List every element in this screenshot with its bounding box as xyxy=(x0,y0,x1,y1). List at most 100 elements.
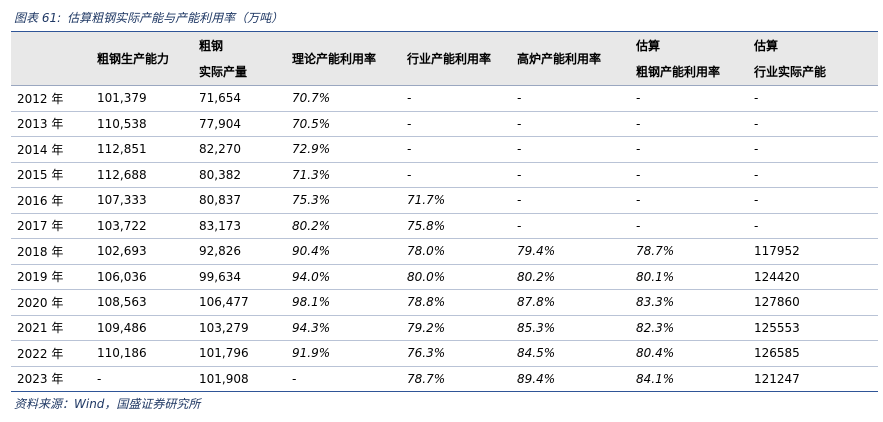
cell-blast-furnace-util: - xyxy=(511,85,630,112)
table-row: 2013 年 110,538 77,904 70.5% - - - - xyxy=(11,111,878,137)
figure-title: 估算粗钢实际产能与产能利用率（万吨） xyxy=(67,11,284,25)
cell-capacity: 101,379 xyxy=(91,85,193,112)
cell-theoretical-util: 70.5% xyxy=(286,111,401,137)
cell-est-actual-capacity: 126585 xyxy=(748,340,878,367)
cell-output: 77,904 xyxy=(193,111,286,137)
table-row: 2019 年 106,036 99,634 94.0% 80.0% 80.2% 80.1% 1… xyxy=(11,264,878,290)
cell-industry-util: - xyxy=(401,136,511,163)
cell-blast-furnace-util: 79.4% xyxy=(511,238,630,265)
cell-year: 2023 年 xyxy=(11,366,91,392)
cell-capacity: 109,486 xyxy=(91,315,193,341)
header-industry-util: 行业产能利用率 xyxy=(401,31,511,86)
table-row: 2022 年 110,186 101,796 91.9% 76.3% 84.5% 80.4%… xyxy=(11,340,878,367)
table-row: 2020 年 108,563 106,477 98.1% 78.8% 87.8% 83.3%… xyxy=(11,289,878,316)
cell-industry-util: 79.2% xyxy=(401,315,511,341)
cell-theoretical-util: - xyxy=(286,366,401,392)
cell-theoretical-util: 80.2% xyxy=(286,213,401,239)
capacity-table: 粗钢生产能力 粗钢 实际产量 理论产能利用率 行业产能利用率 高炉产能利用率 估算… xyxy=(11,31,878,392)
cell-output: 99,634 xyxy=(193,264,286,290)
cell-capacity: 108,563 xyxy=(91,289,193,316)
cell-theoretical-util: 94.0% xyxy=(286,264,401,290)
cell-year: 2014 年 xyxy=(11,136,91,163)
header-blast-furnace-util: 高炉产能利用率 xyxy=(511,31,630,86)
cell-est-actual-capacity: - xyxy=(748,213,878,239)
cell-output: 82,270 xyxy=(193,136,286,163)
cell-blast-furnace-util: 87.8% xyxy=(511,289,630,316)
cell-capacity: 103,722 xyxy=(91,213,193,239)
cell-blast-furnace-util: - xyxy=(511,162,630,188)
cell-blast-furnace-util: - xyxy=(511,213,630,239)
cell-year: 2017 年 xyxy=(11,213,91,239)
cell-est-steel-util: - xyxy=(630,136,748,163)
cell-capacity: - xyxy=(91,366,193,392)
cell-theoretical-util: 72.9% xyxy=(286,136,401,163)
cell-theoretical-util: 75.3% xyxy=(286,187,401,214)
cell-industry-util: - xyxy=(401,111,511,137)
cell-year: 2013 年 xyxy=(11,111,91,137)
header-output: 粗钢 实际产量 xyxy=(193,31,286,86)
cell-output: 80,382 xyxy=(193,162,286,188)
cell-est-actual-capacity: - xyxy=(748,85,878,112)
table-row: 2017 年 103,722 83,173 80.2% 75.8% - - - xyxy=(11,213,878,239)
cell-est-actual-capacity: - xyxy=(748,136,878,163)
table-header-row: 粗钢生产能力 粗钢 实际产量 理论产能利用率 行业产能利用率 高炉产能利用率 估算… xyxy=(11,31,878,86)
cell-est-actual-capacity: 121247 xyxy=(748,366,878,392)
cell-industry-util: - xyxy=(401,162,511,188)
cell-year: 2018 年 xyxy=(11,238,91,265)
cell-capacity: 107,333 xyxy=(91,187,193,214)
cell-est-steel-util: 84.1% xyxy=(630,366,748,392)
cell-output: 92,826 xyxy=(193,238,286,265)
cell-est-actual-capacity: - xyxy=(748,187,878,214)
cell-est-steel-util: - xyxy=(630,187,748,214)
cell-est-steel-util: - xyxy=(630,213,748,239)
header-est-steel-util: 估算 粗钢产能利用率 xyxy=(630,31,748,86)
cell-est-steel-util: - xyxy=(630,111,748,137)
table-row: 2016 年 107,333 80,837 75.3% 71.7% - - - xyxy=(11,187,878,214)
table-row: 2018 年 102,693 92,826 90.4% 78.0% 79.4% 78.7% 1… xyxy=(11,238,878,265)
cell-output: 80,837 xyxy=(193,187,286,214)
cell-est-steel-util: 78.7% xyxy=(630,238,748,265)
header-est-actual-capacity: 估算 行业实际产能 xyxy=(748,31,878,86)
cell-theoretical-util: 98.1% xyxy=(286,289,401,316)
cell-est-steel-util: 80.1% xyxy=(630,264,748,290)
cell-industry-util: 76.3% xyxy=(401,340,511,367)
table-row: 2012 年 101,379 71,654 70.7% - - - - xyxy=(11,85,878,112)
cell-year: 2019 年 xyxy=(11,264,91,290)
header-theoretical-util: 理论产能利用率 xyxy=(286,31,401,86)
cell-capacity: 112,851 xyxy=(91,136,193,163)
table-row: 2021 年 109,486 103,279 94.3% 79.2% 85.3% 82.3%… xyxy=(11,315,878,341)
cell-blast-furnace-util: 85.3% xyxy=(511,315,630,341)
cell-year: 2020 年 xyxy=(11,289,91,316)
cell-theoretical-util: 91.9% xyxy=(286,340,401,367)
table-row: 2015 年 112,688 80,382 71.3% - - - - xyxy=(11,162,878,188)
cell-output: 101,796 xyxy=(193,340,286,367)
cell-est-steel-util: - xyxy=(630,85,748,112)
cell-industry-util: 80.0% xyxy=(401,264,511,290)
cell-est-steel-util: 80.4% xyxy=(630,340,748,367)
cell-est-actual-capacity: - xyxy=(748,111,878,137)
cell-capacity: 102,693 xyxy=(91,238,193,265)
cell-industry-util: 78.7% xyxy=(401,366,511,392)
cell-year: 2016 年 xyxy=(11,187,91,214)
cell-est-steel-util: 82.3% xyxy=(630,315,748,341)
cell-est-actual-capacity: 127860 xyxy=(748,289,878,316)
cell-capacity: 112,688 xyxy=(91,162,193,188)
cell-blast-furnace-util: - xyxy=(511,111,630,137)
cell-blast-furnace-util: - xyxy=(511,136,630,163)
cell-est-actual-capacity: - xyxy=(748,162,878,188)
cell-theoretical-util: 71.3% xyxy=(286,162,401,188)
figure-caption: 图表 61: 估算粗钢实际产能与产能利用率（万吨） xyxy=(14,9,283,26)
cell-est-steel-util: - xyxy=(630,162,748,188)
cell-blast-furnace-util: 84.5% xyxy=(511,340,630,367)
cell-est-steel-util: 83.3% xyxy=(630,289,748,316)
cell-industry-util: - xyxy=(401,85,511,112)
header-year xyxy=(11,31,91,86)
cell-capacity: 110,186 xyxy=(91,340,193,367)
cell-theoretical-util: 90.4% xyxy=(286,238,401,265)
cell-capacity: 110,538 xyxy=(91,111,193,137)
cell-capacity: 106,036 xyxy=(91,264,193,290)
figure-label: 图表 61: xyxy=(14,11,62,25)
cell-est-actual-capacity: 124420 xyxy=(748,264,878,290)
cell-output: 106,477 xyxy=(193,289,286,316)
cell-theoretical-util: 70.7% xyxy=(286,85,401,112)
